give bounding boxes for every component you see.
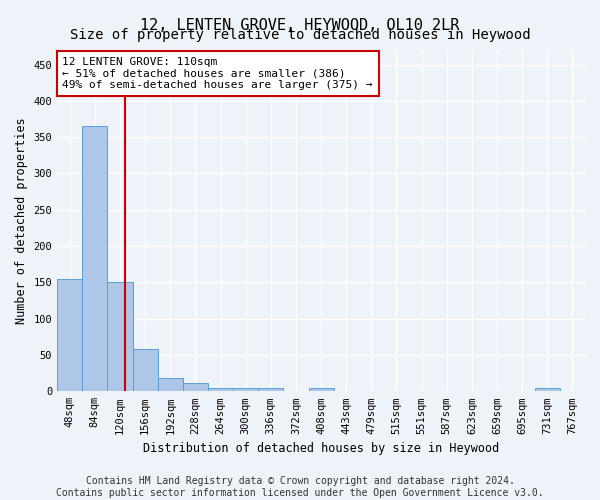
Bar (133, 349, 158, 392)
Bar (107, 282, 133, 392)
Bar (535, 388, 560, 392)
Text: 12, LENTEN GROVE, HEYWOOD, OL10 2LR: 12, LENTEN GROVE, HEYWOOD, OL10 2LR (140, 18, 460, 32)
Bar (183, 382, 208, 392)
Text: 12 LENTEN GROVE: 110sqm
← 51% of detached houses are smaller (386)
49% of semi-d: 12 LENTEN GROVE: 110sqm ← 51% of detache… (62, 57, 373, 90)
Bar (258, 388, 283, 392)
Bar (57, 278, 82, 392)
Bar (208, 388, 233, 392)
Bar (308, 388, 334, 392)
Bar (158, 378, 183, 392)
Bar (233, 388, 258, 392)
Text: Contains HM Land Registry data © Crown copyright and database right 2024.
Contai: Contains HM Land Registry data © Crown c… (56, 476, 544, 498)
Bar (82, 126, 107, 392)
Text: Size of property relative to detached houses in Heywood: Size of property relative to detached ho… (70, 28, 530, 42)
Y-axis label: Number of detached properties: Number of detached properties (15, 118, 28, 324)
X-axis label: Distribution of detached houses by size in Heywood: Distribution of detached houses by size … (143, 442, 499, 455)
